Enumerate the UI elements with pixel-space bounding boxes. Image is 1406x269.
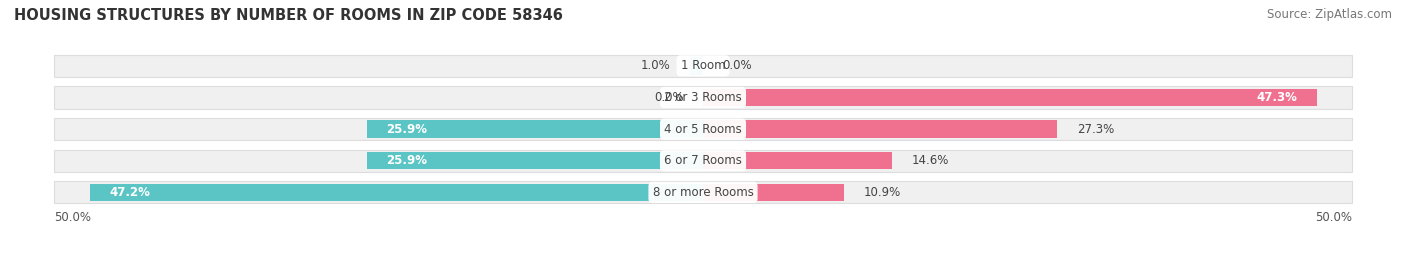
Text: 10.9%: 10.9% bbox=[863, 186, 901, 199]
Text: 50.0%: 50.0% bbox=[1315, 211, 1353, 224]
Bar bbox=[53, 181, 1353, 203]
Text: 47.2%: 47.2% bbox=[110, 186, 150, 199]
Text: 27.3%: 27.3% bbox=[1077, 123, 1114, 136]
Text: 0.0%: 0.0% bbox=[654, 91, 683, 104]
Bar bbox=[53, 55, 1353, 77]
Bar bbox=[690, 57, 703, 75]
Bar bbox=[53, 150, 1353, 172]
Text: 25.9%: 25.9% bbox=[387, 154, 427, 167]
Text: 47.3%: 47.3% bbox=[1257, 91, 1298, 104]
Text: 4 or 5 Rooms: 4 or 5 Rooms bbox=[664, 123, 742, 136]
Bar bbox=[367, 121, 703, 138]
Bar bbox=[703, 152, 893, 169]
Text: HOUSING STRUCTURES BY NUMBER OF ROOMS IN ZIP CODE 58346: HOUSING STRUCTURES BY NUMBER OF ROOMS IN… bbox=[14, 8, 562, 23]
Text: 2 or 3 Rooms: 2 or 3 Rooms bbox=[664, 91, 742, 104]
Bar bbox=[53, 86, 1353, 109]
Text: 1.0%: 1.0% bbox=[641, 59, 671, 72]
Bar bbox=[90, 184, 703, 201]
Bar bbox=[703, 121, 1057, 138]
Text: 25.9%: 25.9% bbox=[387, 123, 427, 136]
Text: Source: ZipAtlas.com: Source: ZipAtlas.com bbox=[1267, 8, 1392, 21]
Bar bbox=[703, 184, 845, 201]
Text: 0.0%: 0.0% bbox=[723, 59, 752, 72]
Text: 8 or more Rooms: 8 or more Rooms bbox=[652, 186, 754, 199]
Text: 14.6%: 14.6% bbox=[912, 154, 949, 167]
Text: 50.0%: 50.0% bbox=[53, 211, 91, 224]
Text: 6 or 7 Rooms: 6 or 7 Rooms bbox=[664, 154, 742, 167]
Bar bbox=[53, 118, 1353, 140]
Text: 1 Room: 1 Room bbox=[681, 59, 725, 72]
Bar bbox=[703, 89, 1317, 106]
Bar bbox=[367, 152, 703, 169]
